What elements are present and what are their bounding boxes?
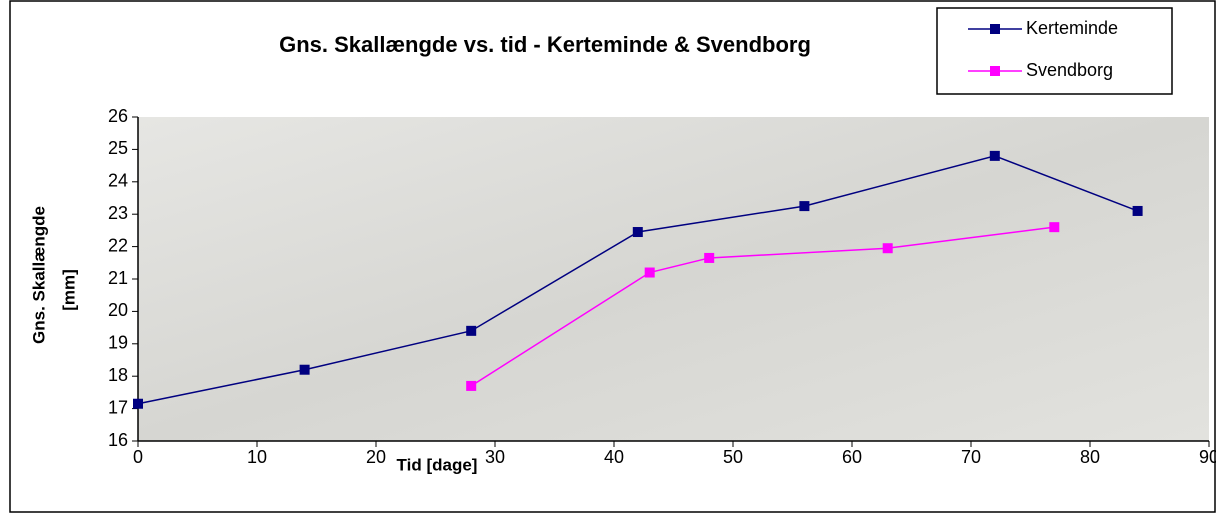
x-tick-label: 30 xyxy=(485,447,505,467)
data-point xyxy=(645,268,655,278)
legend-label: Kerteminde xyxy=(1026,18,1118,38)
x-axis-label: Tid [dage] xyxy=(397,455,478,474)
chart-title: Gns. Skallængde vs. tid - Kerteminde & S… xyxy=(279,32,811,57)
y-tick-label: 24 xyxy=(108,171,128,191)
x-tick-label: 90 xyxy=(1199,447,1216,467)
x-tick-label: 0 xyxy=(133,447,143,467)
y-tick-label: 25 xyxy=(108,138,128,158)
y-tick-label: 26 xyxy=(108,106,128,126)
data-point xyxy=(704,253,714,263)
x-tick-label: 10 xyxy=(247,447,267,467)
y-tick-label: 16 xyxy=(108,430,128,450)
data-point xyxy=(133,399,143,409)
y-tick-label: 23 xyxy=(108,203,128,223)
y-tick-label: 21 xyxy=(108,268,128,288)
y-tick-label: 18 xyxy=(108,365,128,385)
y-tick-label: 17 xyxy=(108,397,128,417)
x-tick-label: 40 xyxy=(604,447,624,467)
data-point xyxy=(990,151,1000,161)
data-point xyxy=(466,381,476,391)
legend-label: Svendborg xyxy=(1026,60,1113,80)
y-tick-label: 19 xyxy=(108,333,128,353)
y-tick-label: 22 xyxy=(108,235,128,255)
data-point xyxy=(883,243,893,253)
x-tick-label: 60 xyxy=(842,447,862,467)
x-tick-label: 20 xyxy=(366,447,386,467)
legend-marker xyxy=(990,66,1000,76)
data-point xyxy=(466,326,476,336)
data-point xyxy=(300,365,310,375)
chart: Gns. Skallængde vs. tid - Kerteminde & S… xyxy=(0,0,1216,513)
legend-marker xyxy=(990,24,1000,34)
x-tick-label: 80 xyxy=(1080,447,1100,467)
data-point xyxy=(799,201,809,211)
plot-background xyxy=(138,117,1209,441)
data-point xyxy=(633,227,643,237)
y-axis-label: [mm] xyxy=(59,269,78,311)
data-point xyxy=(1049,222,1059,232)
x-tick-label: 70 xyxy=(961,447,981,467)
data-point xyxy=(1133,206,1143,216)
y-tick-label: 20 xyxy=(108,300,128,320)
x-tick-label: 50 xyxy=(723,447,743,467)
y-axis-label: Gns. Skallængde xyxy=(29,206,48,344)
